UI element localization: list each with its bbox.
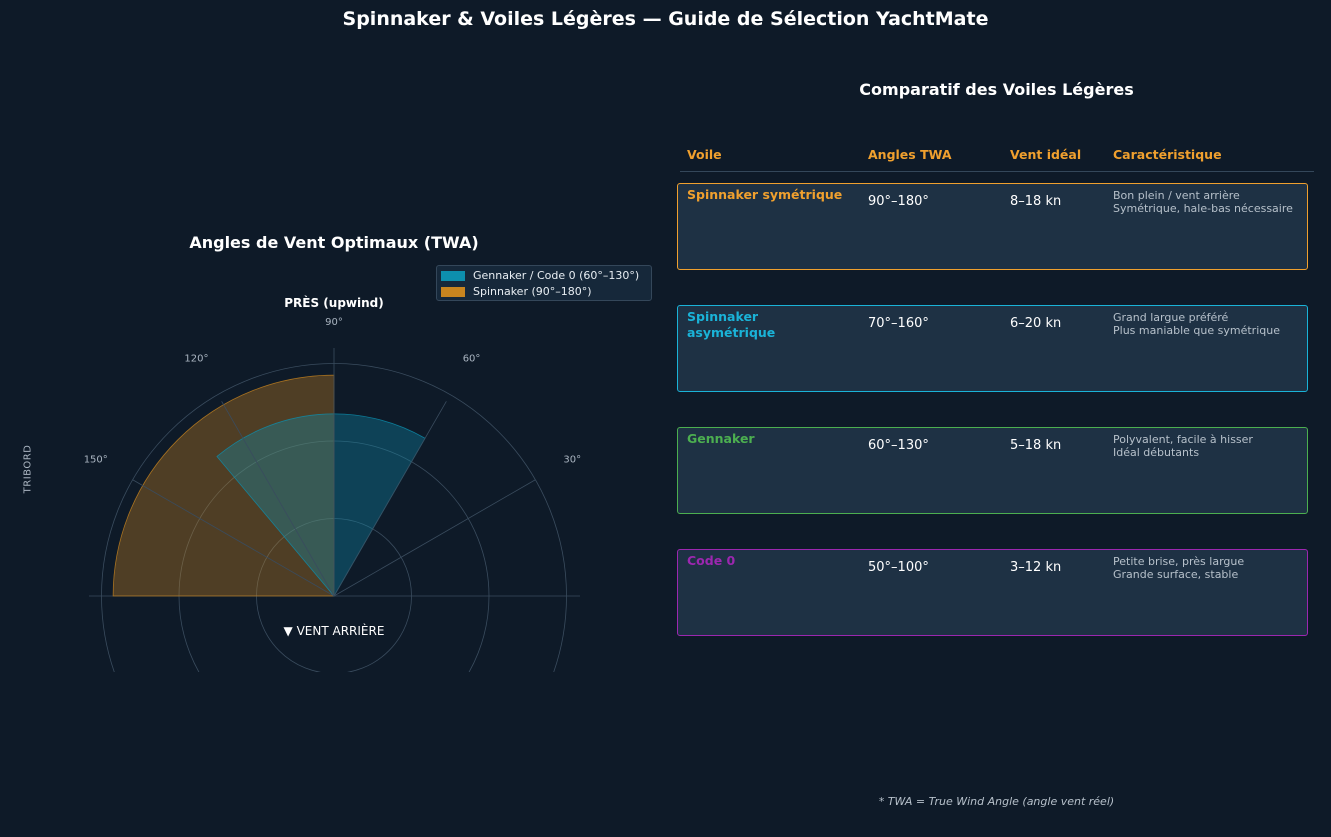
starboard-label: TRIBORD <box>22 444 34 494</box>
tick-label-120: 120° <box>184 354 208 365</box>
sail-name: Gennaker <box>687 431 755 446</box>
sail-wind: 5–18 kn <box>1010 438 1062 453</box>
footnote: * TWA = True Wind Angle (angle vent réel… <box>878 795 1115 808</box>
characteristic-line-2: Symétrique, hale-bas nécessaire <box>1113 202 1293 215</box>
header-voile: Voile <box>687 147 722 162</box>
characteristic-line-2: Idéal débutants <box>1113 446 1200 459</box>
characteristic-line-1: Petite brise, près largue <box>1113 555 1245 568</box>
header-wind: Vent idéal <box>1010 147 1082 162</box>
sail-characteristic: Grand largue préféré Plus maniable que s… <box>1113 311 1280 337</box>
sector-spinnaker <box>112 374 335 597</box>
sail-name: Spinnaker symétrique <box>687 187 843 202</box>
header-angles: Angles TWA <box>868 147 952 162</box>
sail-characteristic: Polyvalent, facile à hisser Idéal débuta… <box>1113 433 1253 459</box>
tick-label-30: 30° <box>563 454 581 465</box>
legend-label-gennaker: Gennaker / Code 0 (60°–130°) <box>473 269 640 282</box>
upwind-label: PRÈS (upwind) <box>284 295 384 310</box>
sail-wind: 6–20 kn <box>1010 316 1062 331</box>
sail-angles: 60°–130° <box>868 438 929 453</box>
sail-characteristic: Bon plein / vent arrière Symétrique, hal… <box>1113 189 1293 215</box>
characteristic-line-1: Grand largue préféré <box>1113 311 1229 324</box>
sail-angles: 90°–180° <box>868 194 929 209</box>
legend-swatch-spinnaker <box>441 287 465 297</box>
characteristic-line-1: Polyvalent, facile à hisser <box>1113 433 1253 446</box>
table-title: Comparatif des Voiles Légères <box>859 80 1134 99</box>
sail-wind: 8–18 kn <box>1010 194 1062 209</box>
chart-title: Angles de Vent Optimaux (TWA) <box>189 233 478 252</box>
downwind-label: ▼ VENT ARRIÈRE <box>284 623 385 638</box>
table-row-code-0: Code 0 50°–100° 3–12 kn Petite brise, pr… <box>677 549 1308 636</box>
sail-angles: 70°–160° <box>868 316 929 331</box>
sail-characteristic: Petite brise, près largue Grande surface… <box>1113 555 1244 581</box>
characteristic-line-2: Plus maniable que symétrique <box>1113 324 1280 337</box>
tick-label-150: 150° <box>84 454 108 465</box>
polar-chart: Angles de Vent Optimaux (TWA) PRÈS (upwi… <box>84 233 581 672</box>
legend-swatch-gennaker <box>441 271 465 281</box>
tick-label-90: 90° <box>325 317 343 328</box>
header-characteristic: Caractéristique <box>1113 147 1222 162</box>
table-row-gennaker: Gennaker 60°–130° 5–18 kn Polyvalent, fa… <box>677 427 1308 514</box>
characteristic-line-2: Grande surface, stable <box>1113 568 1239 581</box>
spoke-60 <box>333 401 447 597</box>
tick-label-60: 60° <box>463 354 481 365</box>
chart-legend: Gennaker / Code 0 (60°–130°) Spinnaker (… <box>436 265 652 301</box>
header-divider <box>680 171 1314 172</box>
sail-angles: 50°–100° <box>868 560 929 575</box>
spoke-30 <box>333 479 536 597</box>
spoke-150 <box>132 479 335 597</box>
main-title: Spinnaker & Voiles Légères — Guide de Sé… <box>342 8 989 30</box>
legend-label-spinnaker: Spinnaker (90°–180°) <box>473 285 592 298</box>
sail-name: Spinnaker asymétrique <box>687 309 776 340</box>
spoke-120 <box>221 401 335 597</box>
sail-name: Code 0 <box>687 553 736 568</box>
characteristic-line-1: Bon plein / vent arrière <box>1113 189 1240 202</box>
sail-wind: 3–12 kn <box>1010 560 1062 575</box>
table-row-spinnaker-asymetrique: Spinnaker asymétrique 70°–160° 6–20 kn G… <box>677 305 1308 392</box>
sector-gennaker <box>216 413 426 597</box>
table-row-spinnaker-symetrique: Spinnaker symétrique 90°–180° 8–18 kn Bo… <box>677 183 1308 270</box>
